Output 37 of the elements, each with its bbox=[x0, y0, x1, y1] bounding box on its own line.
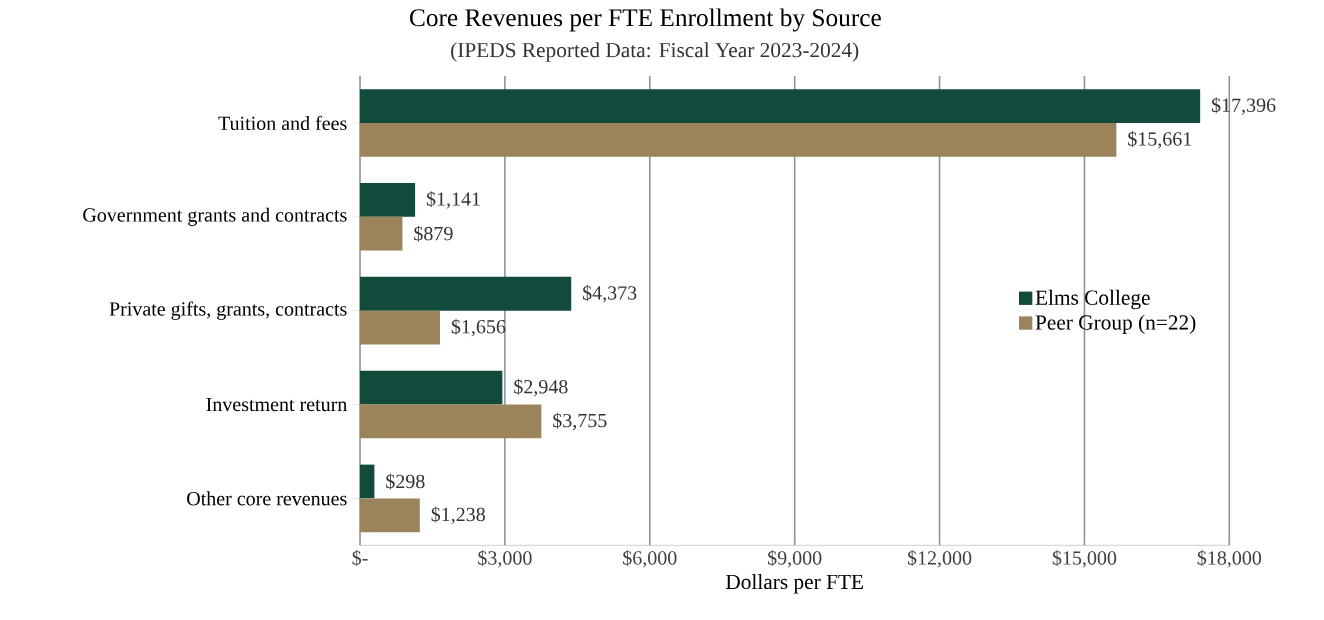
y-tick-label: Investment return bbox=[206, 397, 348, 412]
x-tick-label: $- bbox=[352, 550, 368, 567]
bar bbox=[360, 370, 503, 405]
data-label: $1,141 bbox=[426, 191, 480, 209]
chart-subtitle: (IPEDS Reported Data: Fiscal Year 2023-2024) bbox=[451, 42, 859, 62]
data-label: $1,238 bbox=[431, 506, 485, 525]
y-tick-label: Tuition and fees bbox=[218, 115, 347, 131]
data-label: $2,948 bbox=[514, 378, 568, 397]
x-tick-label: $9,000 bbox=[768, 550, 822, 568]
x-tick-label: $12,000 bbox=[907, 550, 972, 568]
legend-label: Elms College bbox=[1035, 289, 1150, 310]
data-label: $4,373 bbox=[583, 285, 637, 303]
data-label: $879 bbox=[414, 225, 453, 242]
chart-title: Core Revenues per FTE Enrollment by Source bbox=[410, 8, 881, 32]
x-tick-label: $15,000 bbox=[1052, 550, 1117, 568]
y-tick-label: Private gifts, grants, contracts bbox=[109, 301, 347, 320]
y-tick-label: Other core revenues bbox=[187, 491, 347, 506]
bar bbox=[360, 122, 1117, 157]
bar bbox=[360, 89, 1201, 123]
bar bbox=[360, 216, 403, 251]
bar bbox=[360, 498, 420, 533]
x-axis-title: Dollars per FTE bbox=[725, 574, 863, 594]
bar bbox=[360, 276, 572, 311]
data-label: $15,661 bbox=[1128, 131, 1192, 149]
x-tick-label: $18,000 bbox=[1197, 550, 1262, 568]
bar bbox=[360, 310, 440, 345]
data-label: $1,656 bbox=[451, 318, 506, 337]
bar bbox=[360, 183, 416, 217]
bar bbox=[360, 464, 375, 499]
legend-label: Peer Group (n=22) bbox=[1035, 314, 1196, 334]
data-label: $3,755 bbox=[553, 412, 607, 431]
data-label: $17,396 bbox=[1211, 97, 1276, 115]
x-tick-label: $6,000 bbox=[623, 550, 677, 568]
y-tick-label: Government grants and contracts bbox=[83, 207, 347, 226]
data-label: $298 bbox=[386, 473, 425, 490]
x-tick-label: $3,000 bbox=[478, 550, 532, 568]
bar bbox=[360, 404, 542, 439]
